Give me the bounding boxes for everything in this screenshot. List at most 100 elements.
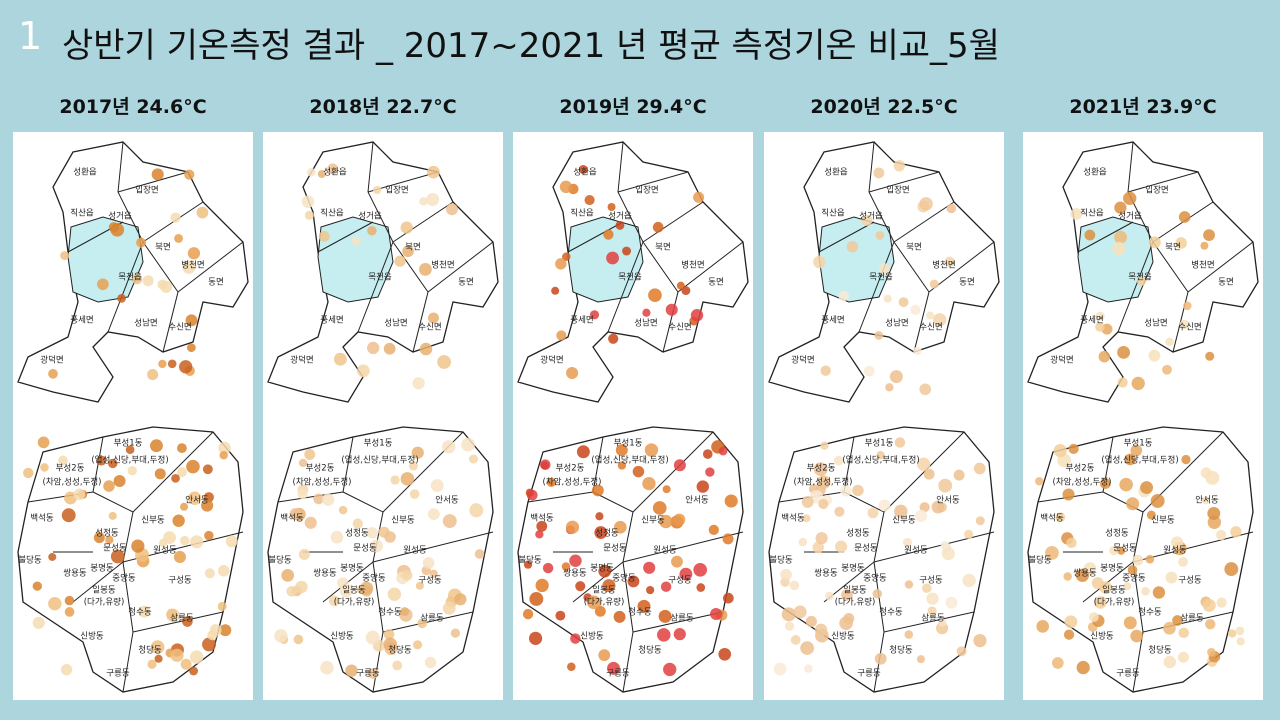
measure-dot [1205,470,1220,485]
region-label: 부성1동 [114,439,143,449]
measure-dot [390,475,400,485]
district-outline [267,426,494,693]
measure-dot [793,605,807,619]
measure-dot [660,581,672,592]
region-label: 입장면 [635,185,658,196]
measure-dot [929,279,939,289]
region-label: 부성2동 [556,464,585,474]
measure-dot [922,583,932,594]
measure-dot [1145,554,1155,564]
measure-dot [23,467,34,479]
measure-dot [151,168,164,181]
measure-dot [1172,615,1183,626]
boundary [868,141,875,193]
boundary [567,221,624,253]
measure-dot [187,491,202,505]
region-label: 원성동 [403,546,427,556]
region-label: 성정동 [846,528,870,539]
measure-dot [450,628,461,638]
measure-dot [301,195,315,208]
region-label: 성거읍 [108,212,132,222]
measure-dot [108,458,118,469]
measure-dot [1036,620,1050,633]
measure-dot [127,466,137,476]
measure-dot [64,607,75,617]
region-label: 풍세면 [70,315,93,326]
region-label: 중앙동 [362,573,386,584]
measure-dot [61,508,76,523]
measure-dot [180,535,190,546]
boundary [527,491,594,503]
measure-dot [613,520,627,534]
region-label: (다가,유량) [334,597,375,608]
measure-dot [528,631,543,645]
region-label: 부성2동 [1066,464,1095,474]
region-label: 백석동 [781,513,805,524]
region-label: (다가,유량) [835,597,876,608]
measure-dot [469,503,484,518]
region-label: 성환읍 [573,167,597,178]
region-label: 문성동 [854,544,878,554]
region-label: 목천읍 [869,272,893,283]
measure-dot [569,554,582,567]
region-label: 청당동 [388,645,412,656]
measure-dot [931,500,945,514]
region-label: (업성,신당,부대,두정) [341,455,418,466]
measure-dot [973,462,986,475]
measure-dot [780,568,792,581]
region-label: 수신면 [1178,322,1201,333]
boundary [843,436,855,493]
measure-dot [938,618,947,627]
boundary [92,491,134,513]
measure-dot [602,579,616,593]
region-label: (업성,신당,부대,두정) [591,455,668,466]
boundary [72,561,124,603]
measure-dot [595,512,604,521]
measure-dot [542,562,554,574]
measure-dot [330,530,344,544]
region-label: 안서동 [685,495,709,506]
measure-dot [627,575,640,588]
region-label: 병천면 [681,260,704,271]
measure-dot [274,629,288,643]
measure-dot [338,505,348,515]
measure-dot [1055,512,1066,523]
region-label: 신방동 [330,631,354,642]
boundary [372,511,384,563]
measure-dot [182,260,196,274]
measure-dot [926,592,939,605]
boundary [632,431,714,513]
region-label: 불당동 [18,555,42,566]
measure-dot [834,506,845,517]
measure-dot [798,537,807,547]
region-label: 구룡동 [857,669,881,679]
measure-dot [196,206,209,219]
region-label: 수신면 [168,322,191,333]
measure-dot [154,654,163,663]
measure-dot [820,365,831,376]
measure-dot [606,251,619,265]
boundary [1127,141,1134,193]
measure-dot [408,461,418,471]
measure-dot [1207,506,1221,520]
measure-dot [402,245,414,258]
measure-dot [863,365,875,377]
measure-dot [1170,536,1184,549]
region-label: 삼룡동 [670,613,694,624]
measure-dot [176,467,187,478]
measure-dot [923,468,935,480]
measure-dot [594,605,606,617]
region-label: 원성동 [1163,546,1187,556]
measure-dot [108,511,117,520]
measure-dot [643,561,656,574]
region-label: (차암,성성,두정) [543,477,602,488]
region-label: 직산읍 [320,208,344,219]
region-label: (업성,신당,부대,두정) [842,455,919,466]
measure-dot [594,526,608,539]
region-label: 부성2동 [807,464,836,474]
boundary [913,291,930,353]
measure-dot [96,455,107,466]
measure-dot [657,628,671,642]
measure-dot [411,446,424,459]
